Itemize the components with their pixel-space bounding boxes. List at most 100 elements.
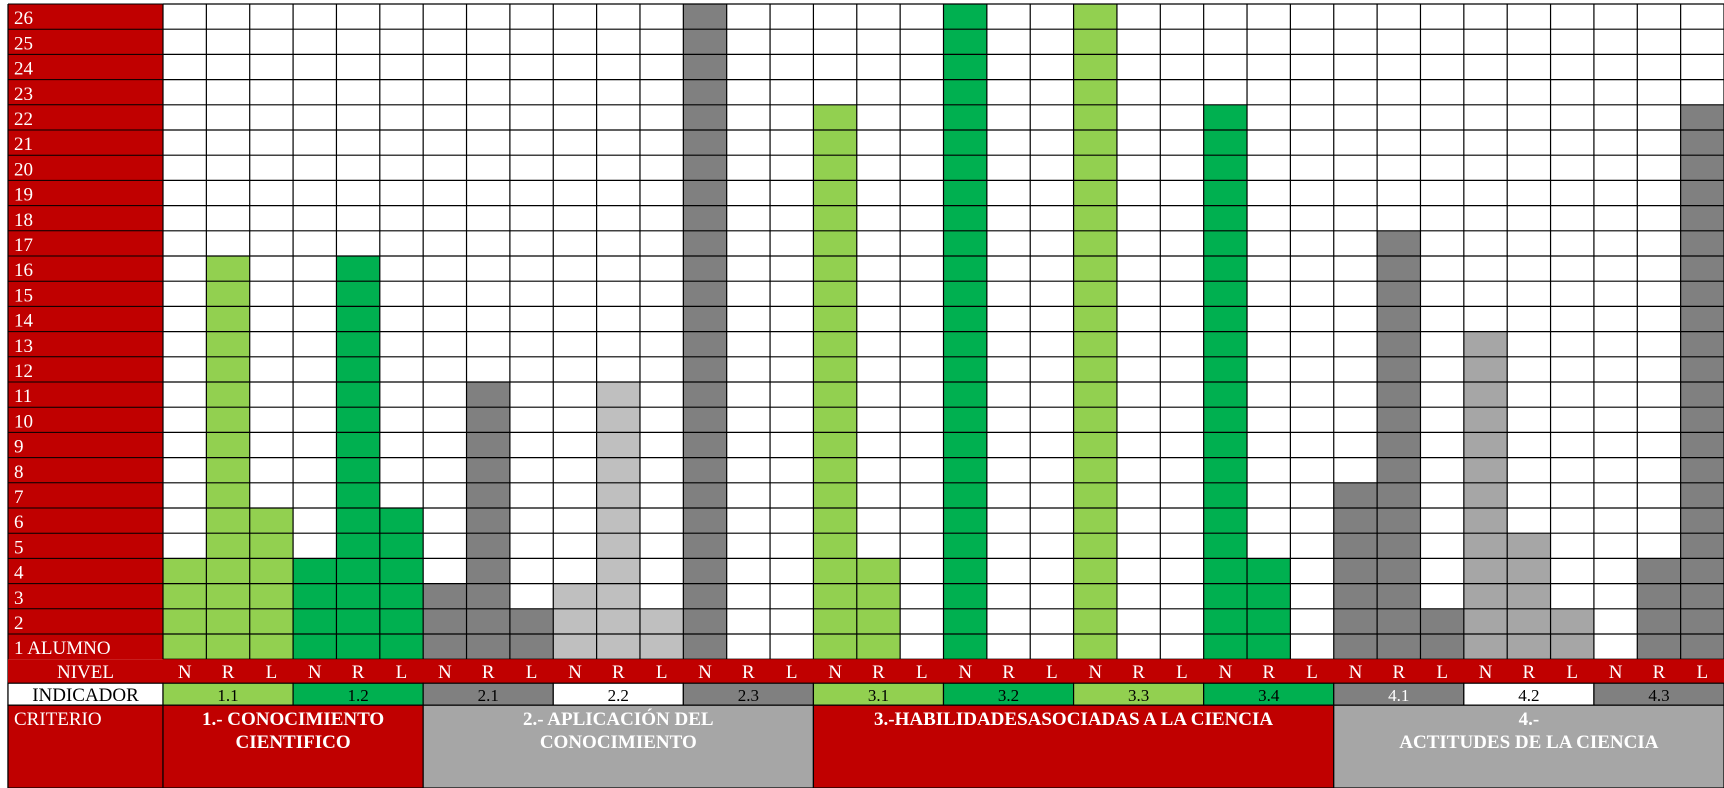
nivel-header: NIVEL — [57, 662, 114, 683]
nivel-tick-label: L — [786, 662, 798, 683]
nivel-tick-label: R — [1262, 662, 1275, 683]
bar — [1507, 533, 1551, 660]
criterio-cell — [1333, 704, 1724, 788]
nivel-tick-label: R — [352, 662, 365, 683]
nivel-tick-label: N — [1609, 662, 1623, 683]
level-tick-label: 10 — [14, 411, 33, 432]
level-tick-label: 16 — [14, 260, 33, 281]
level-tick-label: 12 — [14, 361, 33, 382]
level-tick-label: 23 — [14, 84, 33, 105]
nivel-tick-label: L — [526, 662, 538, 683]
level-tick-label: 26 — [14, 8, 33, 29]
nivel-tick-label: N — [1349, 662, 1363, 683]
indicador-label: 4.1 — [1388, 686, 1409, 705]
level-labels: 1 ALUMNO23456789101112131415161718192021… — [8, 3, 163, 660]
nivel-tick-label: L — [266, 662, 278, 683]
level-tick-label: 24 — [14, 59, 34, 80]
criterio-cell — [422, 704, 815, 788]
nivel-tick-label: L — [656, 662, 668, 683]
level-tick-label: 3 — [14, 588, 24, 609]
indicador-label: 2.1 — [478, 686, 499, 705]
nivel-tick-label: R — [1002, 662, 1015, 683]
nivel-row-background — [8, 659, 1724, 684]
indicador-label: 3.3 — [1128, 686, 1149, 705]
level-tick-label: 11 — [14, 386, 32, 407]
nivel-tick-label: L — [396, 662, 408, 683]
criterio-label: CIENTIFICO — [236, 732, 351, 753]
bar — [553, 583, 597, 660]
nivel-tick-label: R — [1653, 662, 1666, 683]
nivel-tick-label: R — [1523, 662, 1536, 683]
nivel-tick-label: N — [438, 662, 452, 683]
bar — [466, 382, 510, 660]
nivel-tick-label: R — [872, 662, 885, 683]
indicador-label: 4.3 — [1648, 686, 1669, 705]
bar — [1333, 482, 1378, 660]
level-tick-label: 20 — [14, 159, 33, 180]
level-tick-label: 22 — [14, 109, 33, 130]
level-tick-label: 17 — [14, 235, 33, 256]
indicador-label: 2.2 — [608, 686, 629, 705]
indicador-label: 1.2 — [348, 686, 369, 705]
indicador-label: 2.3 — [738, 686, 759, 705]
nivel-tick-label: N — [1479, 662, 1493, 683]
nivel-tick-label: R — [482, 662, 495, 683]
bar — [596, 382, 640, 660]
criterio-label: 1.- CONOCIMIENTO — [202, 709, 384, 730]
indicador-label: 1.1 — [217, 686, 238, 705]
nivel-tick-label: L — [1306, 662, 1318, 683]
level-tick-label: 19 — [14, 185, 33, 206]
level-tick-label: 8 — [14, 462, 24, 483]
criterio-header: CRITERIO — [14, 709, 102, 730]
criterio-header-cell — [7, 704, 164, 788]
nivel-tick-label: R — [222, 662, 235, 683]
level-tick-label: 18 — [14, 210, 33, 231]
nivel-tick-label: R — [1132, 662, 1145, 683]
level-tick-label: 25 — [14, 33, 33, 54]
indicador-label: 3.2 — [998, 686, 1019, 705]
level-tick-label: 6 — [14, 512, 24, 533]
level-tick-label: 14 — [14, 311, 34, 332]
level-tick-label: 15 — [14, 285, 33, 306]
level-tick-label: 7 — [14, 487, 24, 508]
criterio-label: ACTITUDES DE LA CIENCIA — [1399, 732, 1658, 753]
nivel-row: NIVEL N R L N R L N R L N R L N R L N R L N R L N R L N R L N R L N R L N R… — [8, 659, 1724, 684]
nivel-tick-label: N — [698, 662, 712, 683]
nivel-tick-label: L — [1176, 662, 1188, 683]
level-tick-label: 1 ALUMNO — [14, 638, 111, 659]
criterio-cell — [162, 704, 424, 788]
indicador-label: 4.2 — [1518, 686, 1539, 705]
bar — [423, 583, 467, 660]
grid-lines — [162, 3, 1724, 660]
bar — [1463, 331, 1508, 660]
indicador-label: 3.1 — [868, 686, 889, 705]
nivel-tick-label: N — [178, 662, 192, 683]
nivel-tick-label: L — [1697, 662, 1709, 683]
nivel-tick-label: N — [958, 662, 972, 683]
nivel-tick-label: L — [916, 662, 928, 683]
nivel-tick-label: N — [828, 662, 842, 683]
indicador-label: 3.4 — [1258, 686, 1280, 705]
nivel-tick-label: N — [1218, 662, 1232, 683]
nivel-tick-label: R — [742, 662, 755, 683]
level-tick-label: 13 — [14, 336, 33, 357]
nivel-tick-label: L — [1046, 662, 1058, 683]
criterio-label: 2.- APLICACIÓN DEL — [523, 708, 714, 730]
indicador-header: INDICADOR — [32, 685, 139, 706]
nivel-tick-label: N — [308, 662, 322, 683]
criterio-cell — [812, 704, 1335, 788]
level-tick-label: 9 — [14, 437, 24, 458]
nivel-tick-label: R — [612, 662, 625, 683]
criterio-label: 3.-HABILIDADESASOCIADAS A LA CIENCIA — [874, 709, 1273, 730]
nivel-tick-label: R — [1392, 662, 1405, 683]
nivel-tick-label: N — [1088, 662, 1102, 683]
nivel-tick-label: N — [568, 662, 582, 683]
indicador-row: INDICADOR 1.1 1.2 2.1 2.2 2.3 3.1 3.2 3.3 3.4 4.1 4… — [7, 682, 1724, 706]
nivel-tick-label: L — [1566, 662, 1578, 683]
criterio-label: CONOCIMIENTO — [540, 732, 697, 753]
criterio-label: 4.- — [1519, 709, 1540, 730]
level-tick-label: 5 — [14, 537, 24, 558]
nivel-tick-label: L — [1436, 662, 1448, 683]
